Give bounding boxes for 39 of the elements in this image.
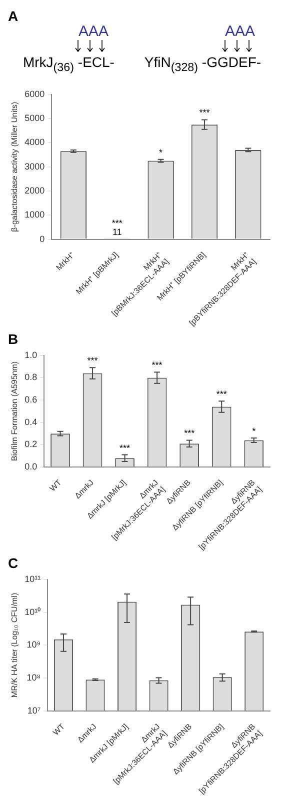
y-tick-label: 0 (40, 234, 45, 244)
y-tick-label: 0.0 (24, 462, 38, 472)
y-tick-label: 1.0 (24, 350, 38, 360)
text: MrkJ$_{(36)}$ -ECL- (22, 53, 114, 76)
data-label: * (159, 147, 164, 158)
text: YfiN$_{(328)}$ -GGDEF- (144, 53, 262, 76)
x-tick-label: WT (51, 722, 67, 738)
chart-title: B (8, 331, 20, 347)
y-tick-label: 4000 (24, 137, 45, 148)
data-label: * (252, 426, 256, 436)
text: AAA (225, 23, 256, 40)
y-tick-label: 0.2 (24, 439, 38, 450)
y-tick-label: 0.8 (24, 372, 38, 382)
y-tick-label: 2000 (24, 185, 45, 196)
y-tick-label: 10¹⁰ (24, 606, 41, 617)
y-tick-label: 0.4 (24, 416, 38, 427)
y-axis-title: β-galactosidase activity (Miller Units) (10, 102, 20, 232)
chart-title: A (8, 8, 20, 24)
y-tick-label: 3000 (24, 161, 45, 172)
text: AAA (78, 23, 108, 40)
data-label: *** (199, 108, 210, 118)
y-axis-title: Biofilm Formation (A595nm) (10, 361, 20, 462)
data-label: *** (184, 428, 196, 438)
y-tick-label: 0.6 (24, 394, 38, 405)
y-axis-title: MR/K HA titer (Log₁₀ CFU/ml) (10, 592, 20, 698)
data-label: *** (120, 442, 131, 453)
y-tick-label: 10¹¹ (24, 574, 41, 584)
chart-title: C (8, 555, 20, 571)
data-label: *** (152, 360, 163, 370)
y-tick-label: 1000 (24, 210, 45, 220)
x-tick-label: WT (48, 478, 64, 494)
data-label: *** (87, 356, 98, 366)
data-label: *** (216, 389, 228, 400)
y-tick-label: 5000 (24, 113, 45, 124)
y-tick-label: 10⁷ (27, 706, 41, 716)
y-tick-label: 10⁸ (26, 672, 41, 683)
y-tick-label: 10⁹ (26, 640, 41, 650)
y-tick-label: 6000 (24, 88, 45, 99)
data-label: *** 11 (112, 218, 123, 238)
